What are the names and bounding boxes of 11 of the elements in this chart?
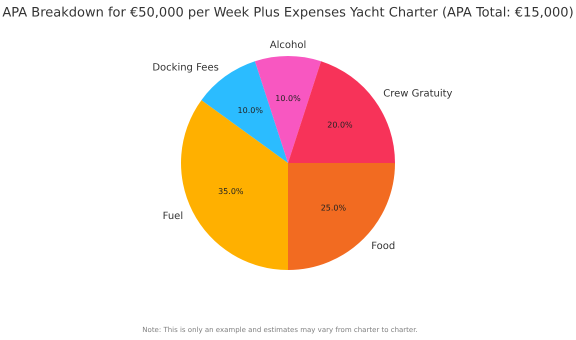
slice-label: Docking Fees [152, 62, 219, 74]
slice-label: Crew Gratuity [383, 88, 453, 100]
data-label: 35.0% [218, 187, 244, 196]
data-label: 25.0% [320, 203, 346, 212]
slice-label: Fuel [162, 211, 184, 222]
slice-label: Alcohol [270, 40, 306, 51]
chart-title: APA Breakdown for €50,000 per Week Plus Expenses Yacht Charter (APA Total: €15,000) [2, 5, 574, 20]
data-label: 20.0% [327, 120, 354, 130]
slice-label: Food [371, 240, 396, 252]
data-label: 10.0% [238, 106, 264, 116]
data-label: 10.0% [275, 94, 302, 103]
